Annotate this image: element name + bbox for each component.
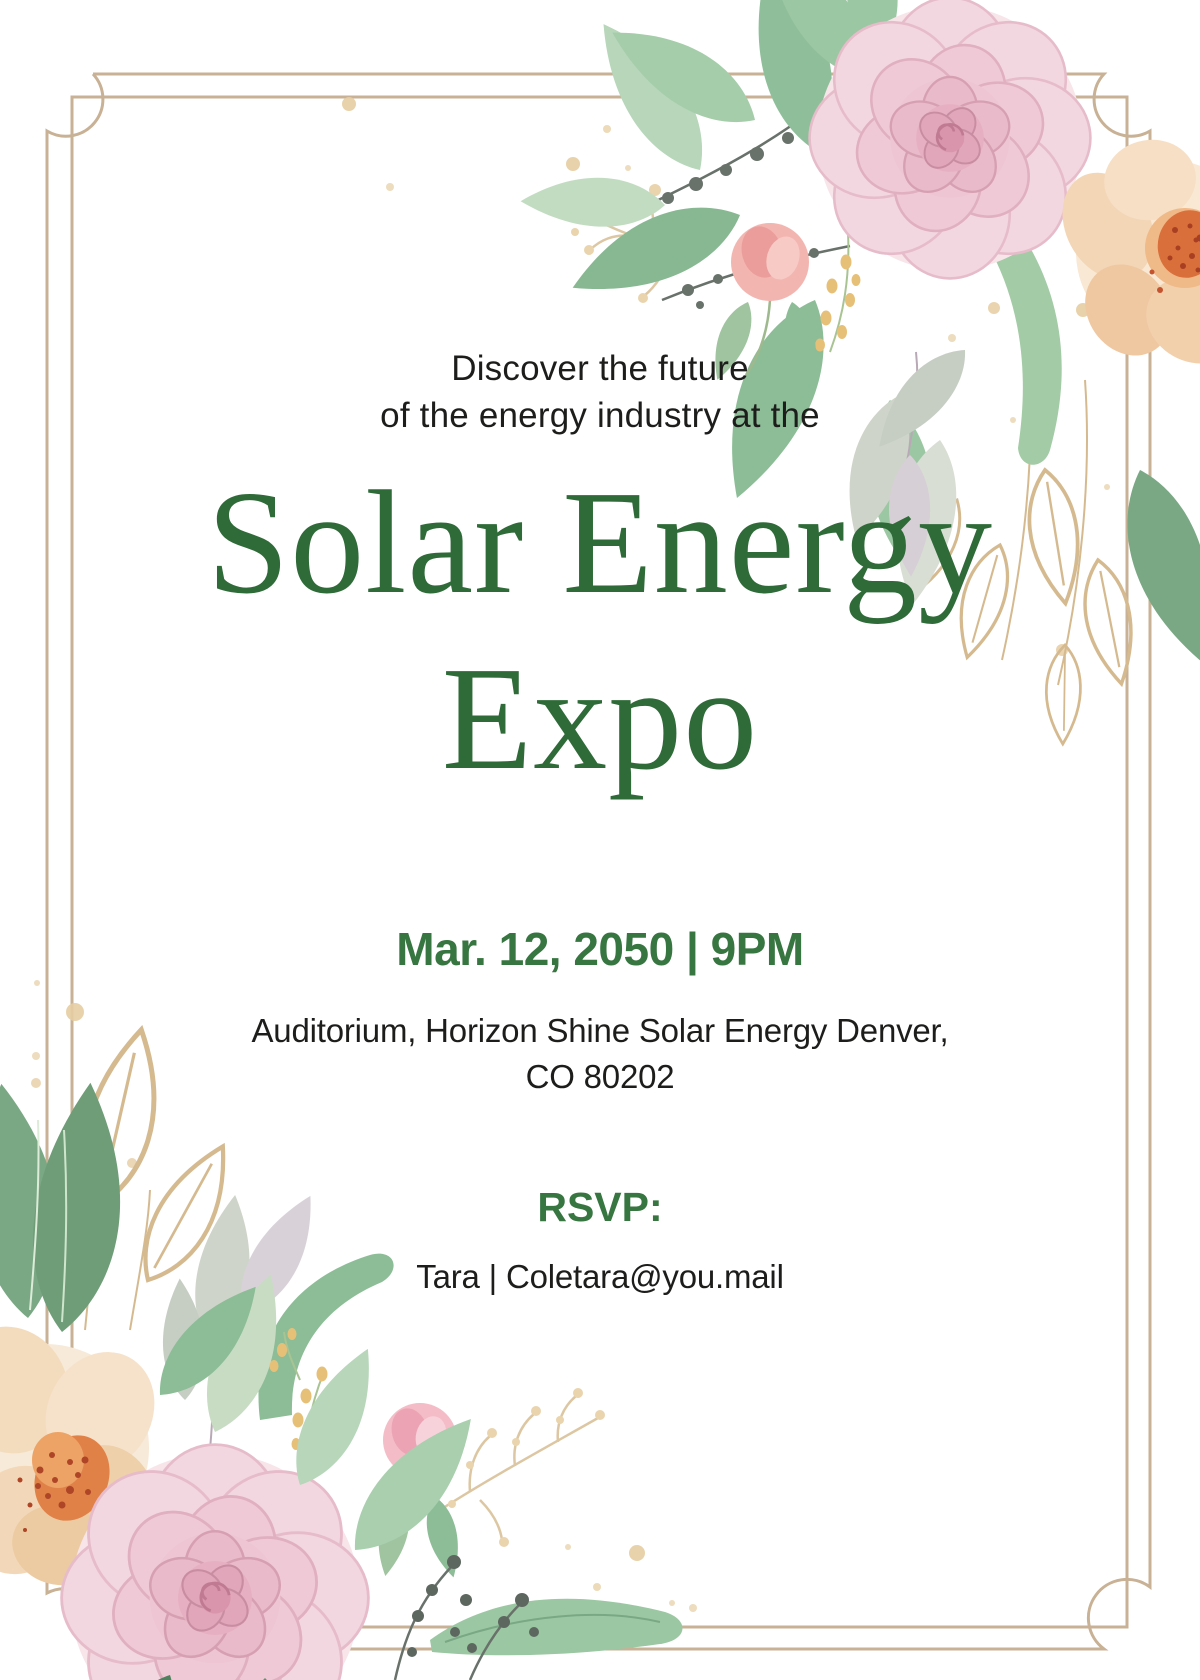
rsvp-contact: Tara | Coletara@you.mail [416,1258,784,1295]
event-title-line-2: Expo [441,637,759,801]
event-title-line-1: Solar Energy [206,461,994,625]
event-title: Solar Energy Expo [0,455,1200,807]
event-location-line-2: CO 80202 [525,1058,675,1095]
floral-bottom-left [0,1023,683,1680]
floral-top-right [520,0,1200,746]
event-location: Auditorium, Horizon Shine Solar Energy D… [0,1008,1200,1100]
intro-line-2: of the energy industry at the [380,396,820,435]
event-datetime: Mar. 12, 2050 | 9PM [396,923,804,975]
rsvp-label: RSVP: [537,1184,663,1230]
intro-line-1: Discover the future [451,349,749,388]
event-location-line-1: Auditorium, Horizon Shine Solar Energy D… [251,1012,949,1049]
intro-text: Discover the future of the energy indust… [0,345,1200,439]
